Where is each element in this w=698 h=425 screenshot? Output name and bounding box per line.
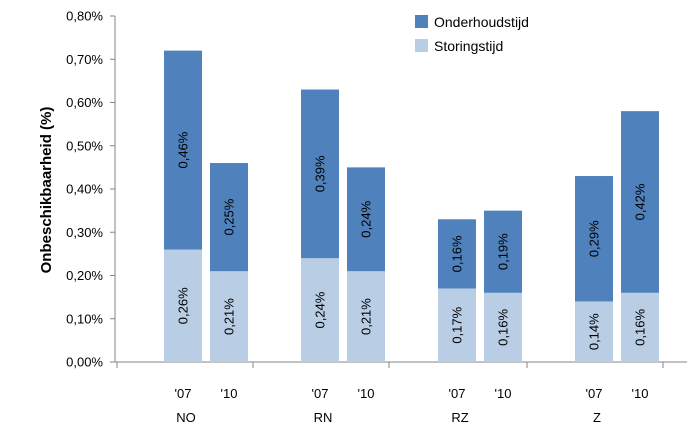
data-label-onderhoudstijd: 0,39% — [313, 155, 328, 192]
bar-storingstijd — [301, 258, 339, 362]
data-label-storingstijd: 0,16% — [496, 309, 511, 346]
y-tick-label: 0,60% — [66, 95, 103, 110]
y-tick-label: 0,20% — [66, 268, 103, 283]
x-tick-label: '10 — [632, 386, 649, 401]
x-tick-label: '10 — [221, 386, 238, 401]
bar-storingstijd — [575, 301, 613, 362]
x-tick-label: '07 — [449, 386, 466, 401]
data-label-storingstijd: 0,17% — [450, 306, 465, 343]
data-label-onderhoudstijd: 0,25% — [222, 198, 237, 235]
legend-swatch — [415, 15, 428, 28]
y-axis-title: Onbeschikbaarheid (%) — [38, 107, 55, 274]
legend: Onderhoudstijd Storingstijd — [415, 14, 529, 54]
data-label-onderhoudstijd: 0,16% — [450, 235, 465, 272]
data-label-onderhoudstijd: 0,29% — [587, 220, 602, 257]
bar-onderhoudstijd — [621, 111, 659, 293]
data-label-onderhoudstijd: 0,19% — [496, 233, 511, 270]
legend-swatch — [415, 39, 428, 52]
data-label-onderhoudstijd: 0,42% — [633, 183, 648, 220]
data-label-storingstijd: 0,14% — [587, 313, 602, 350]
y-tick-label: 0,80% — [66, 9, 103, 24]
data-label-onderhoudstijd: 0,46% — [176, 131, 191, 168]
x-tick-label: '10 — [495, 386, 512, 401]
bar-storingstijd — [210, 271, 248, 362]
y-tick-label: 0,00% — [66, 355, 103, 370]
bar-onderhoudstijd — [484, 210, 522, 293]
y-tick-label: 0,10% — [66, 311, 103, 326]
bar-onderhoudstijd — [210, 163, 248, 272]
x-tick-label: '07 — [586, 386, 603, 401]
y-tick-label: 0,70% — [66, 52, 103, 67]
bar-storingstijd — [621, 292, 659, 362]
x-tick-label: '10 — [358, 386, 375, 401]
x-group-label: RN — [314, 410, 333, 425]
bar-onderhoudstijd — [575, 176, 613, 302]
bar-storingstijd — [484, 292, 522, 362]
data-label-storingstijd: 0,21% — [222, 298, 237, 335]
data-label-onderhoudstijd: 0,24% — [359, 200, 374, 237]
bar-storingstijd — [347, 271, 385, 362]
y-tick-label: 0,30% — [66, 225, 103, 240]
x-tick-label: '07 — [312, 386, 329, 401]
x-group-label: NO — [176, 410, 196, 425]
data-label-storingstijd: 0,26% — [176, 287, 191, 324]
x-group-label: RZ — [451, 410, 468, 425]
bar-onderhoudstijd — [347, 167, 385, 272]
bar-storingstijd — [164, 249, 202, 362]
data-label-storingstijd: 0,24% — [313, 291, 328, 328]
x-group-label: Z — [593, 410, 601, 425]
y-tick-label: 0,40% — [66, 182, 103, 197]
data-label-storingstijd: 0,16% — [633, 309, 648, 346]
data-label-storingstijd: 0,21% — [359, 298, 374, 335]
y-tick-label: 0,50% — [66, 138, 103, 153]
bar-onderhoudstijd — [301, 89, 339, 259]
bar-storingstijd — [438, 288, 476, 362]
bar-onderhoudstijd — [438, 219, 476, 289]
legend-label: Storingstijd — [434, 38, 503, 54]
legend-label: Onderhoudstijd — [434, 14, 529, 30]
bar-onderhoudstijd — [164, 50, 202, 250]
x-tick-label: '07 — [175, 386, 192, 401]
